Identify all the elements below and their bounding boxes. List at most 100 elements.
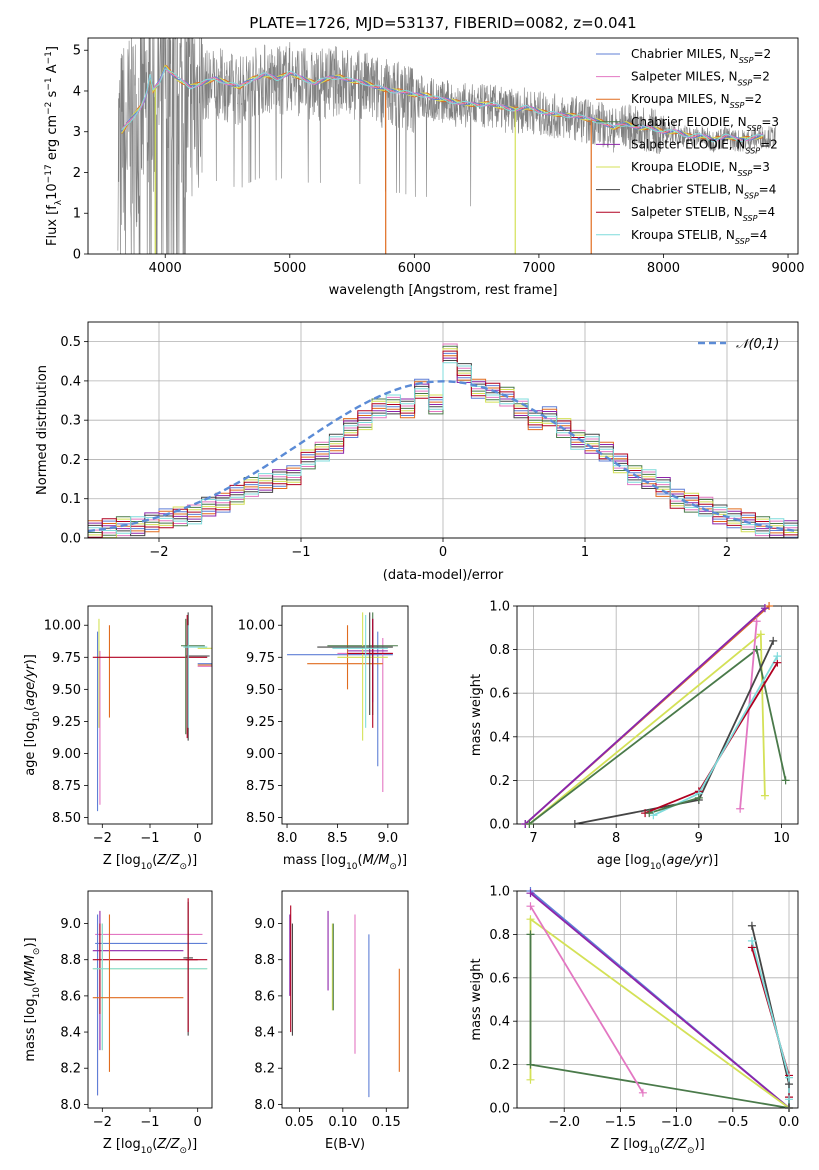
legend-label: 𝒩(0,1) (736, 337, 779, 352)
label-part: )] (397, 853, 407, 868)
y-tick-label: 8.2 (60, 1062, 81, 1077)
x-axis-label: mass [log10(M/M⊙)] (283, 853, 407, 872)
label-part: ( (661, 853, 666, 868)
legend-text: Kroupa MILES, N (631, 92, 730, 106)
x-tick-label: 7000 (522, 261, 555, 276)
panel-age_vs_mass: 8.0 8.5 9.0 8.50 8.75 9.00 9.25 9.50 9.75 10.00 ma… (238, 605, 409, 872)
label-part: 10 (32, 987, 42, 999)
label-part: Z [log (103, 853, 141, 868)
x-tick-label: 7 (529, 831, 537, 846)
x-tick-label: 0 (194, 1115, 202, 1130)
y-tick-label: 0.1 (60, 492, 81, 507)
label-part: Z/Z (156, 1137, 180, 1152)
x-tick-label: 0 (439, 545, 447, 560)
x-tick-label: 2 (723, 545, 731, 560)
plot-area-mass_weight_vs_Z (529, 891, 790, 1108)
y-tick-label: 8.75 (246, 779, 275, 794)
legend-value: =2 (760, 137, 778, 151)
y-tick-label: 0.0 (60, 532, 81, 547)
y-tick-label: 9.50 (246, 683, 275, 698)
y-tick-label: 9.0 (254, 917, 275, 932)
y-tick-label: 9.0 (60, 917, 81, 932)
panel-mass_vs_ebv: 0.05 0.10 0.15 8.0 8.2 8.4 8.6 8.8 9.0 E(B-V) (254, 890, 409, 1152)
legend-value: =4 (759, 183, 777, 197)
legend-label: Salpeter MILES, NSSP=2 (631, 70, 770, 88)
label-part: ( (358, 853, 363, 868)
legend-sub: SSP (744, 191, 759, 200)
x-tick-label: 10 (773, 831, 790, 846)
panel-spectrum: 4000 5000 6000 7000 8000 9000 0 1 2 3 4 5 Chabrier M… (44, 37, 805, 298)
label-part: Flux [f (45, 205, 60, 246)
label-part: E(B-V) (325, 1137, 365, 1152)
axes-frame (87, 321, 799, 539)
y-tick-label: 0 (73, 248, 81, 263)
y-tick-label: 1 (73, 207, 81, 222)
y-tick-label: 8.50 (52, 811, 81, 826)
y-tick-label: 5 (73, 44, 81, 59)
label-part: 10 (141, 1146, 153, 1156)
y-axis-label: mass weight (469, 958, 484, 1040)
y-tick-label: 9.00 (52, 747, 81, 762)
weight-marker (526, 930, 535, 939)
legend-text: Kroupa STELIB, N (631, 228, 735, 242)
weight-marker (526, 1075, 535, 1084)
weight-marker (760, 604, 769, 613)
label-part: 10 (45, 183, 60, 200)
label-part: λ (54, 199, 64, 205)
y-axis-label: age [log10(age/yr)] (23, 654, 42, 776)
legend-value: =3 (752, 160, 770, 174)
label-part: 10 (650, 862, 662, 872)
x-tick-label: −1.5 (605, 1115, 637, 1130)
x-tick-label: 8.0 (277, 831, 298, 846)
plot-area-mass_weight_vs_age (524, 606, 787, 824)
weight-marker (525, 820, 534, 828)
y-tick-label: 9.25 (246, 715, 275, 730)
y-tick-label: 9.25 (52, 715, 81, 730)
legend-text: Chabrier STELIB, N (631, 183, 744, 197)
legend-label: Kroupa STELIB, NSSP=4 (631, 228, 767, 246)
label-part: age/yr (23, 663, 38, 706)
y-tick-label: 10.00 (238, 619, 275, 634)
y-tick-label: 0.3 (60, 414, 81, 429)
plot-area-spectrum (117, 38, 776, 254)
weight-marker (649, 811, 658, 820)
label-part: M/M (363, 853, 390, 868)
weight-marker (760, 791, 769, 800)
legend-sub: SSP (747, 123, 762, 132)
y-axis-label: mass weight (469, 674, 484, 756)
x-axis-label: Z [log10(Z/Z⊙)] (610, 1137, 704, 1156)
label-part: )] (23, 937, 38, 947)
axes-frame (87, 37, 799, 255)
axes-frame (87, 890, 213, 1109)
y-tick-label: 0.6 (489, 687, 510, 702)
legend-value: =4 (757, 205, 775, 219)
weight-marker (769, 636, 778, 645)
y-tick-label: 9.75 (246, 651, 275, 666)
legend-label: Kroupa MILES, NSSP=2 (631, 92, 762, 110)
legend-value: =2 (744, 92, 762, 106)
normal-curve-line (88, 380, 798, 533)
y-tick-label: 0.8 (489, 928, 510, 943)
label-part: )] (187, 1137, 197, 1152)
weight-chabrier_elodie-line (648, 796, 700, 814)
panel-mass_weight_vs_Z: −2.0 −1.5 −1.0 −0.5 0.0 0.0 0.2 0.4 0.6 0.8 1.0 Z [… (469, 885, 799, 1157)
x-tick-label: 8000 (647, 261, 680, 276)
x-axis-label: E(B-V) (325, 1137, 365, 1152)
y-tick-label: 0.6 (489, 971, 510, 986)
weight-marker (570, 820, 579, 828)
axes-frame (516, 605, 799, 825)
legend-sub: SSP (738, 169, 753, 178)
x-axis-label: Z [log10(Z/Z⊙)] (103, 1137, 197, 1156)
y-tick-label: 8.50 (246, 811, 275, 826)
label-part: ⊙ (179, 1146, 187, 1156)
label-part: ( (23, 706, 38, 711)
label-part: Z/Z (664, 1137, 688, 1152)
legend-label: Chabrier MILES, NSSP=2 (631, 47, 771, 65)
x-tick-label: −2 (93, 1115, 112, 1130)
legend-sub: SSP (735, 236, 750, 245)
y-tick-label: 0.0 (489, 1102, 510, 1117)
weight-marker (747, 921, 756, 930)
y-tick-label: 9.75 (52, 651, 81, 666)
x-tick-label: −2 (149, 545, 168, 560)
